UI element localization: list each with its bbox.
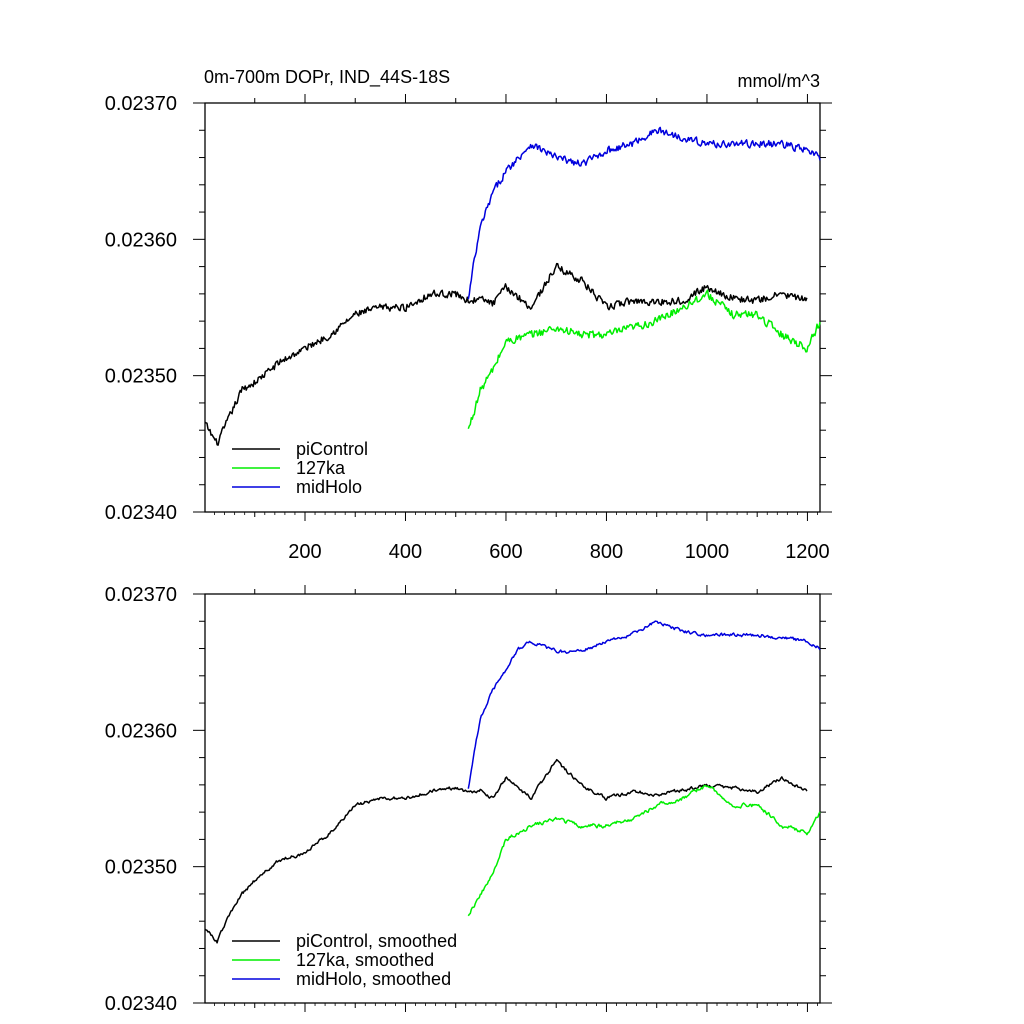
top-panel: 200 400 600 800 1000 1200 0.02340 0.02350 0.0236… [105, 93, 832, 563]
series-line-127ka [467, 289, 821, 429]
y-tick-label: 0.02350 [105, 857, 177, 879]
units-label: mmol/m^3 [738, 71, 820, 91]
y-tick-label: 0.02340 [105, 502, 177, 524]
y-tick-label: 0.02370 [105, 584, 177, 606]
x-tick-label: 800 [590, 541, 623, 563]
legend-label: piControl, smoothed [296, 931, 457, 951]
y-tick-label: 0.02350 [105, 366, 177, 388]
bottom-panel: 0.02340 0.02350 0.02360 0.02370 piControl, s… [105, 584, 832, 1015]
series-line-piControl [204, 758, 808, 944]
x-tick-label: 400 [389, 541, 422, 563]
series-line-midHolo [467, 620, 821, 789]
y-tick-label: 0.02360 [105, 229, 177, 251]
plot-frame [204, 102, 821, 513]
x-tick-label: 600 [489, 541, 522, 563]
x-tick-label: 1200 [785, 541, 830, 563]
series-line-piControl [204, 262, 808, 446]
y-tick-label: 0.02360 [105, 720, 177, 742]
legend-label: 127ka [296, 458, 346, 478]
legend-label: piControl [296, 439, 368, 459]
x-tick-label: 1000 [685, 541, 730, 563]
figure-title: 0m-700m DOPr, IND_44S-18S [204, 67, 450, 88]
legend-label: 127ka, smoothed [296, 950, 434, 970]
series-line-127ka [467, 784, 821, 917]
x-tick-label: 200 [288, 541, 321, 563]
legend-label: midHolo [296, 477, 362, 497]
legend-label: midHolo, smoothed [296, 969, 451, 989]
y-tick-label: 0.02340 [105, 993, 177, 1015]
y-tick-label: 0.02370 [105, 93, 177, 115]
plot-frame [204, 593, 821, 1004]
series-line-midHolo [467, 126, 821, 300]
